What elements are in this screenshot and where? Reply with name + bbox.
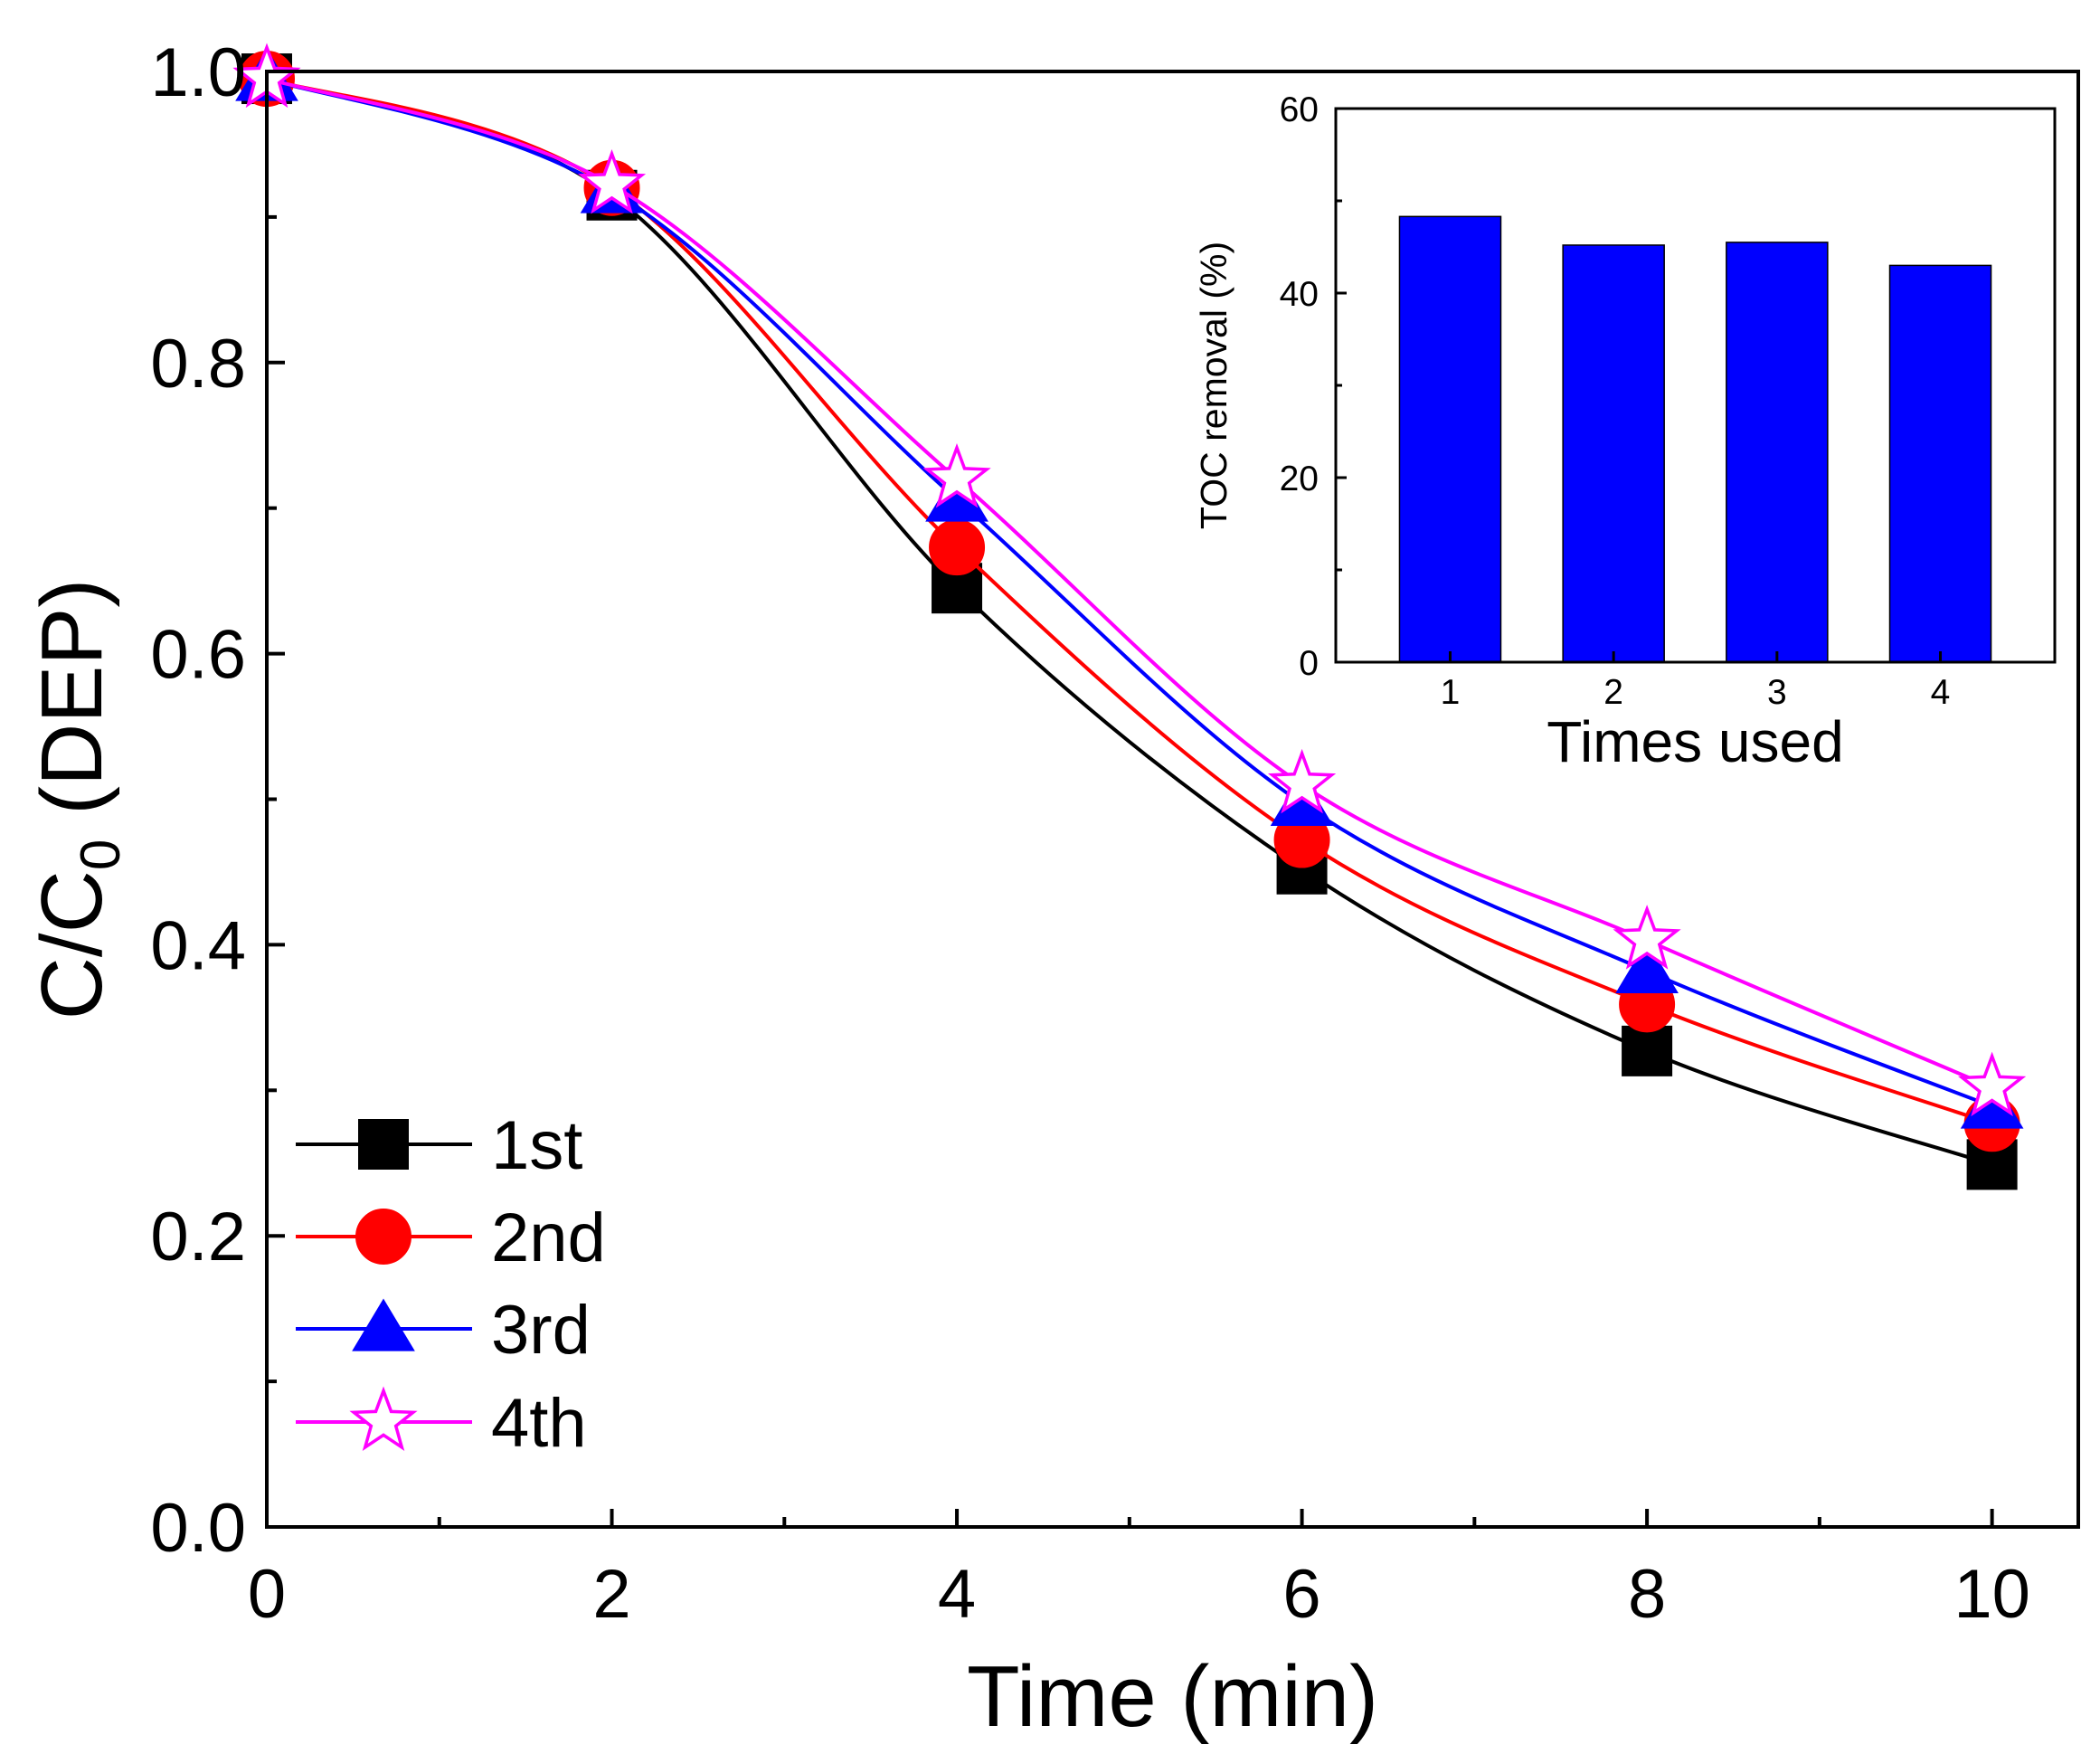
point-4th-5 xyxy=(1958,1051,2027,1117)
legend-marker-4th xyxy=(349,1386,418,1451)
point-3rd-4 xyxy=(1615,940,1679,993)
x-tick-label: 10 xyxy=(1953,1556,2030,1633)
main-series-layer xyxy=(232,43,2027,1190)
inset-y-tick-label: 0 xyxy=(1299,644,1319,683)
y-axis-label: C/C0 (DEP) xyxy=(24,579,132,1020)
legend-label-4th: 4th xyxy=(491,1385,587,1462)
x-tick-label: 4 xyxy=(938,1556,976,1633)
inset-x-tick-label: 4 xyxy=(1931,673,1951,712)
inset-x-tick-label: 2 xyxy=(1603,673,1623,712)
series-line-4th xyxy=(266,77,1993,1089)
x-tick-label: 0 xyxy=(248,1556,286,1633)
inset-bar-3 xyxy=(1726,242,1829,663)
point-4th-2 xyxy=(922,442,991,508)
point-1st-4 xyxy=(1622,1025,1673,1076)
legend-marker-2nd xyxy=(355,1209,411,1265)
inset-x-axis-label: Times used xyxy=(1547,709,1843,774)
legend-marker-3rd xyxy=(352,1298,415,1351)
legend-entry-2nd: 2nd xyxy=(296,1199,606,1276)
series-line-3rd xyxy=(266,77,1993,1108)
y-axis-label-main: C/C xyxy=(24,870,120,1019)
legend-entry-3rd: 3rd xyxy=(296,1292,591,1369)
y-tick-label: 0.4 xyxy=(150,907,246,984)
legend-entry-4th: 4th xyxy=(296,1385,587,1462)
point-2nd-2 xyxy=(929,519,986,576)
point-4th-4 xyxy=(1613,905,1681,970)
legend-marker-1st xyxy=(358,1119,409,1170)
inset-bar-2 xyxy=(1562,244,1665,663)
legend: 1st 2nd 3rd 4th xyxy=(296,1107,606,1462)
y-axis-label-subscript: 0 xyxy=(70,839,132,870)
x-tick-label: 8 xyxy=(1628,1556,1666,1633)
legend-label-3rd: 3rd xyxy=(491,1292,591,1369)
inset-y-axis-label: TOC removal (%) xyxy=(1193,242,1234,529)
legend-entry-1st: 1st xyxy=(296,1107,582,1184)
inset-bar-1 xyxy=(1398,215,1502,663)
inset-y-tick-label: 60 xyxy=(1280,90,1319,129)
y-tick-label: 0.0 xyxy=(150,1490,246,1567)
x-axis-label: Time (min) xyxy=(967,1648,1378,1745)
x-tick-label: 6 xyxy=(1282,1556,1320,1633)
legend-label-2nd: 2nd xyxy=(491,1199,606,1276)
y-tick-label: 0.8 xyxy=(150,326,246,403)
inset-bar-4 xyxy=(1888,264,1992,663)
y-tick-label: 0.6 xyxy=(150,617,246,694)
y-axis-label-suffix: (DEP) xyxy=(24,579,120,839)
point-4th-3 xyxy=(1268,748,1337,814)
point-4th-1 xyxy=(577,148,647,214)
inset-x-tick-label: 3 xyxy=(1767,673,1787,712)
legend-label-1st: 1st xyxy=(491,1107,582,1184)
y-tick-label: 1.0 xyxy=(150,34,246,111)
inset-y-tick-label: 40 xyxy=(1280,275,1319,314)
y-tick-label: 0.2 xyxy=(150,1199,246,1275)
inset-x-tick-label: 1 xyxy=(1441,673,1461,712)
x-tick-label: 2 xyxy=(592,1556,630,1633)
inset-y-tick-label: 20 xyxy=(1280,460,1319,498)
